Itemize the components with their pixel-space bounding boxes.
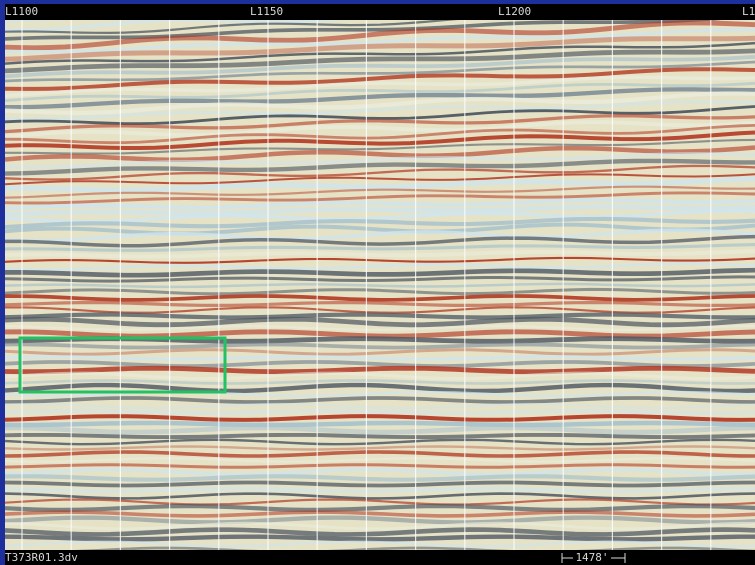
top-bar (5, 4, 755, 20)
page: L1100 L1150 L1200 L1 T373R01.3dv 1478' (… (0, 0, 755, 565)
trace-band (5, 506, 755, 510)
bottom-bar (5, 550, 755, 565)
trace-band (5, 357, 755, 359)
trace-band (5, 411, 755, 413)
line-label: L1100 (5, 5, 38, 18)
line-label: L1 (742, 5, 755, 18)
scale-label: 1478' (575, 551, 608, 564)
trace-band (5, 423, 755, 425)
seismic-viewer: L1100 L1150 L1200 L1 T373R01.3dv 1478' (0, 0, 755, 565)
file-name: T373R01.3dv (5, 551, 78, 564)
line-label: L1200 (498, 5, 531, 18)
trace-band (5, 435, 755, 437)
line-label: L1150 (250, 5, 283, 18)
